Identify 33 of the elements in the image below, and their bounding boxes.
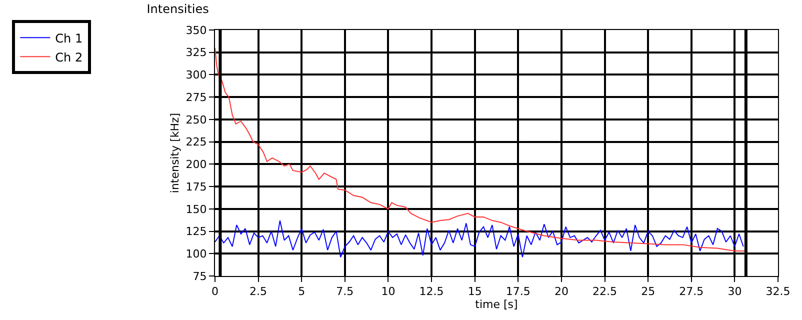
chart-title: Intensities: [146, 2, 209, 16]
y-tick-label: 325: [186, 46, 207, 60]
y-tick-label: 150: [186, 202, 207, 216]
x-tick-label: 17.5: [506, 285, 530, 298]
x-tick-label: 15: [468, 285, 482, 298]
x-tick-label: 20: [554, 285, 568, 298]
y-tick-label: 350: [186, 24, 207, 37]
y-tick-label: 225: [186, 136, 207, 149]
y-tick-label: 250: [186, 113, 207, 126]
x-tick-label: 2.5: [250, 285, 268, 298]
y-tick-label: 100: [186, 247, 207, 260]
x-tick-label: 25: [641, 285, 656, 298]
x-tick-label: 22.5: [592, 285, 618, 298]
y-tick-label: 125: [186, 225, 207, 238]
y-axis-title: intensity [kHz]: [168, 112, 182, 194]
x-tick-label: 5: [298, 285, 306, 298]
y-tick-label: 300: [186, 68, 207, 82]
y-tick-label: 175: [186, 180, 207, 194]
y-tick-label: 200: [186, 158, 207, 172]
x-tick-label: 12.5: [419, 285, 444, 298]
x-tick-label: 27.5: [679, 285, 704, 298]
legend-label: Ch 2: [55, 50, 83, 64]
x-tick-label: 10: [381, 285, 396, 298]
y-tick-label: 275: [186, 90, 207, 104]
x-tick-label: 30: [728, 285, 742, 298]
y-tick-label: 75: [192, 270, 207, 283]
line-series: [215, 220, 744, 258]
x-tick-label: 7.5: [336, 285, 354, 298]
x-tick-label: 32.5: [766, 285, 790, 298]
x-tick-label: 0: [212, 285, 218, 298]
x-axis-title: time [s]: [475, 298, 518, 312]
line-series: [215, 47, 746, 252]
legend-label: Ch 1: [55, 31, 83, 46]
